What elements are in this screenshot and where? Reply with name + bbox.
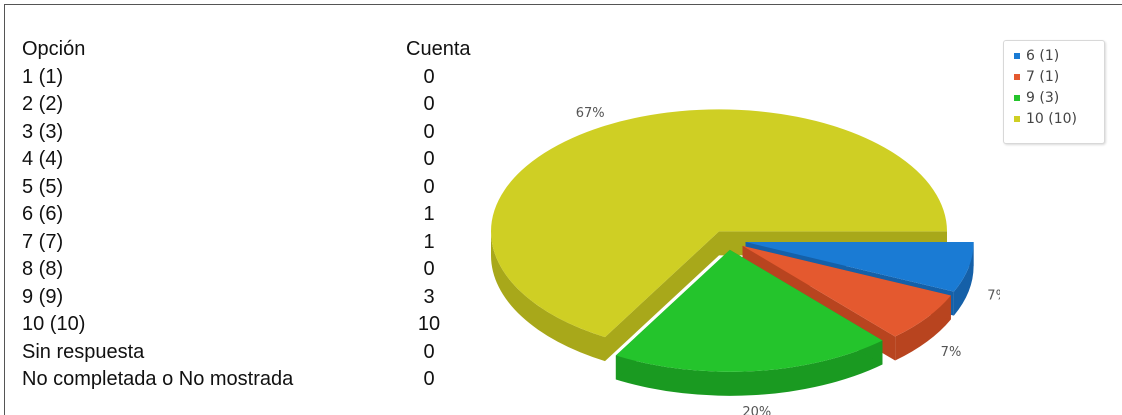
pie-percent-label: 20% <box>742 405 771 415</box>
row-option: 3 (3) <box>22 120 64 143</box>
table-row: 9 (9) 3 <box>22 284 470 312</box>
results-table: Opción Cuenta 1 (1) 0 2 (2) 0 3 (3) 0 4 (4)… <box>22 36 471 394</box>
row-count: 0 <box>423 340 435 363</box>
table-row: 10 (10) 10 <box>22 311 470 339</box>
header-count: Cuenta <box>406 38 471 60</box>
table-row: 4 (4) 0 <box>22 146 470 174</box>
legend-swatch <box>1014 74 1020 80</box>
legend-swatch <box>1014 53 1020 59</box>
table-row: No completada o No mostrada 0 <box>22 366 470 394</box>
row-count: 0 <box>423 148 435 170</box>
pie-slice-side <box>953 242 974 316</box>
table-row: 5 (5) 0 <box>22 174 470 202</box>
legend-item: 10 (10) <box>1014 109 1104 130</box>
row-option: No completada o No mostrada <box>22 368 294 390</box>
pie-slice <box>615 249 883 372</box>
table-row: 1 (1) 0 <box>22 64 470 92</box>
row-count: 1 <box>423 203 435 225</box>
row-option: 4 (4) <box>22 148 64 170</box>
row-option: 5 (5) <box>22 175 64 198</box>
pie-slice-side <box>615 340 883 396</box>
row-count: 1 <box>423 230 435 253</box>
pie-tops <box>490 109 974 372</box>
table-header: Opción Cuenta <box>22 36 471 64</box>
table-row: 6 (6) 1 <box>22 201 470 229</box>
header-option: Opción <box>22 38 86 60</box>
row-option: 8 (8) <box>22 258 64 280</box>
row-option: 9 (9) <box>22 285 64 308</box>
row-option: Sin respuesta <box>22 340 145 363</box>
panel-frame <box>4 4 1122 415</box>
legend-item: 7 (1) <box>1014 67 1104 88</box>
pie-chart: 7% 7% 20% 67% <box>490 106 1000 415</box>
legend-swatch <box>1014 95 1020 101</box>
pie-slice <box>742 245 951 337</box>
pie-slice-edge <box>605 231 719 362</box>
legend-item: 9 (3) <box>1014 88 1104 109</box>
pie-labels: 7% 7% 20% 67% <box>576 106 1000 415</box>
pie-slice <box>490 109 947 338</box>
row-option: 10 (10) <box>22 313 86 335</box>
legend-label: 9 (3) <box>1026 90 1060 106</box>
row-count: 0 <box>423 65 435 88</box>
chart-legend: 6 (1) 7 (1) 9 (3) 10 (10) <box>1003 40 1105 144</box>
pie-slice <box>745 242 974 292</box>
row-count: 10 <box>417 313 441 335</box>
row-count: 0 <box>423 368 435 390</box>
row-option: 6 (6) <box>22 203 64 225</box>
pie-percent-label: 67% <box>576 106 605 121</box>
legend-label: 7 (1) <box>1026 69 1060 85</box>
legend-label: 6 (1) <box>1026 48 1060 64</box>
row-count: 0 <box>423 120 435 143</box>
table-row: 8 (8) 0 <box>22 256 470 284</box>
legend-swatch <box>1014 116 1020 122</box>
table-row: 7 (7) 1 <box>22 229 470 257</box>
row-option: 2 (2) <box>22 93 64 115</box>
row-option: 7 (7) <box>22 230 64 253</box>
legend-label: 10 (10) <box>1026 111 1078 127</box>
table-row: Sin respuesta 0 <box>22 339 470 367</box>
row-count: 0 <box>423 175 435 198</box>
row-option: 1 (1) <box>22 65 64 88</box>
pie-percent-label: 7% <box>941 345 962 360</box>
row-count: 0 <box>423 93 435 115</box>
pie-percent-label: 7% <box>987 289 1000 304</box>
table-row: 2 (2) 0 <box>22 91 470 119</box>
table-row: 3 (3) 0 <box>22 119 470 147</box>
row-count: 3 <box>423 285 435 308</box>
pie-slice-side <box>491 231 605 362</box>
legend-item: 6 (1) <box>1014 46 1104 67</box>
row-count: 0 <box>423 258 435 280</box>
